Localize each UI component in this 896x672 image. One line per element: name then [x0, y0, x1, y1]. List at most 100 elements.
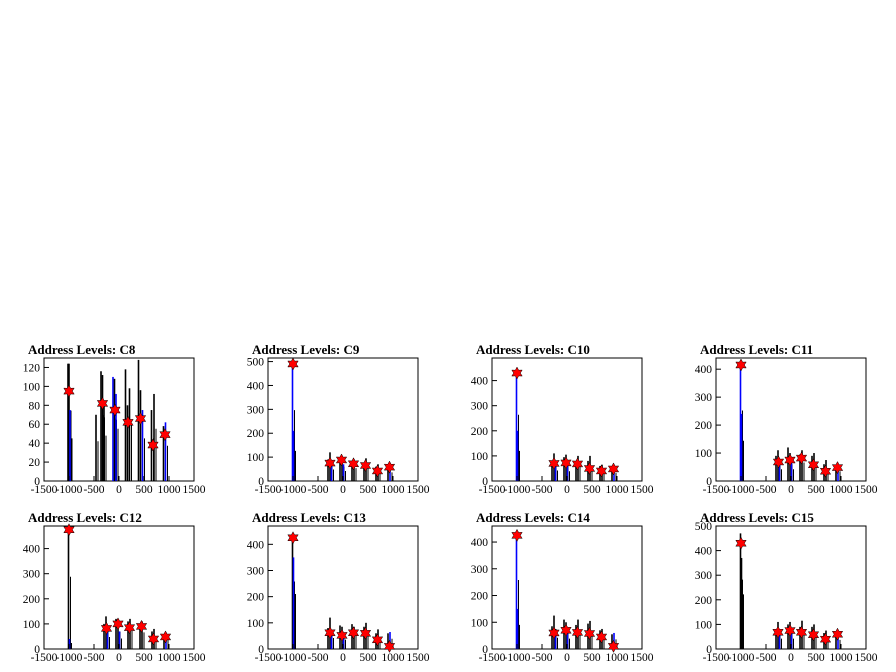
x-tick-label: -500 — [307, 652, 328, 664]
x-tick-label: 1500 — [183, 652, 206, 664]
chart-panel: Address Levels: C13 0 100 200 300 400 -1500-10… — [247, 510, 430, 664]
peak-marker — [383, 639, 396, 653]
x-tick-label: -1000 — [504, 652, 531, 664]
peak-marker — [347, 457, 360, 471]
x-tick-label: -1500 — [703, 652, 730, 664]
x-tick-label: 0 — [564, 484, 570, 496]
x-tick-label: 500 — [583, 652, 601, 664]
peak-marker — [147, 632, 160, 646]
y-tick-label: 0 — [34, 644, 40, 656]
peak-marker — [63, 384, 75, 398]
chart-title: Address Levels: C8 — [28, 342, 136, 357]
peak-marker — [347, 626, 360, 640]
plot-frame — [267, 525, 419, 650]
peak-marker — [135, 619, 148, 633]
y-tick-label: 200 — [471, 591, 489, 603]
x-tick-label: -1500 — [31, 484, 58, 496]
x-tick-label: -1000 — [280, 484, 307, 496]
x-tick-label: 500 — [807, 484, 825, 496]
peak-marker — [122, 415, 134, 429]
x-tick-label: 1500 — [631, 652, 654, 664]
x-tick-label: 500 — [359, 484, 377, 496]
y-tick-label: 100 — [247, 452, 265, 464]
y-tick-label: 400 — [247, 380, 265, 392]
x-tick-label: -1500 — [703, 484, 730, 496]
chart-panel: Address Levels: C11 0 100 200 300 400 -1500-10… — [695, 342, 878, 496]
peak-marker — [819, 464, 832, 478]
y-tick-label: 300 — [471, 401, 489, 413]
y-tick-label: 400 — [471, 537, 489, 549]
x-tick-label: -1500 — [255, 652, 282, 664]
peak-marker — [359, 626, 372, 640]
y-tick-label: 40 — [29, 438, 41, 450]
peak-marker — [595, 630, 608, 644]
y-tick-label: 120 — [23, 362, 41, 374]
y-tick-label: 60 — [29, 419, 41, 431]
y-tick-label: 300 — [23, 569, 41, 581]
peak-marker — [383, 460, 396, 474]
y-tick-label: 100 — [247, 618, 265, 630]
peak-marker — [583, 461, 596, 475]
plot-frame — [43, 357, 195, 482]
plot-frame — [43, 525, 195, 650]
y-tick-label: 0 — [482, 644, 488, 656]
y-tick-label: 400 — [471, 376, 489, 388]
x-tick-label: 500 — [135, 484, 153, 496]
x-tick-label: 1000 — [830, 652, 853, 664]
x-tick-label: 1500 — [855, 484, 878, 496]
x-tick-label: 1500 — [183, 484, 206, 496]
peak-marker — [784, 624, 796, 638]
peak-marker — [735, 536, 747, 550]
x-tick-label: 1000 — [606, 484, 629, 496]
x-tick-label: -500 — [755, 484, 776, 496]
x-tick-label: 500 — [359, 652, 377, 664]
chart-title: Address Levels: C12 — [28, 510, 142, 525]
peak-marker — [336, 628, 348, 642]
chart-panel: Address Levels: C14 0 100 200 300 400 -1500-10… — [471, 510, 654, 664]
chart-panel: Address Levels: C12 0 100 200 300 400 -1500-10… — [23, 510, 206, 664]
y-tick-label: 300 — [695, 570, 713, 582]
x-tick-label: -1000 — [56, 652, 83, 664]
x-tick-label: -1500 — [31, 652, 58, 664]
peak-marker — [159, 428, 171, 442]
peak-marker — [134, 412, 147, 426]
x-tick-label: 1000 — [830, 484, 853, 496]
y-tick-label: 500 — [695, 521, 713, 533]
y-tick-label: 100 — [23, 381, 41, 393]
chart-title: Address Levels: C13 — [252, 510, 366, 525]
x-tick-label: -1000 — [504, 484, 531, 496]
peak-marker — [784, 453, 796, 467]
peak-marker — [359, 458, 372, 473]
y-tick-label: 500 — [247, 357, 265, 369]
peak-marker — [371, 633, 384, 647]
peak-marker — [772, 455, 785, 469]
peak-marker — [112, 617, 124, 631]
x-tick-label: 500 — [135, 652, 153, 664]
y-tick-label: 400 — [695, 546, 713, 558]
x-tick-label: 0 — [116, 652, 122, 664]
peak-marker — [795, 451, 808, 465]
peak-marker — [511, 366, 523, 380]
y-tick-label: 0 — [258, 476, 264, 488]
peak-marker — [63, 523, 75, 537]
x-tick-label: -500 — [531, 484, 552, 496]
chart-panel: Address Levels: C10 0 100 200 300 400 -1500-10… — [471, 342, 654, 496]
peak-marker — [96, 396, 109, 410]
peak-marker — [583, 626, 596, 641]
x-tick-label: 1000 — [158, 652, 181, 664]
y-tick-label: 400 — [695, 364, 713, 376]
peak-marker — [571, 625, 584, 639]
y-tick-label: 0 — [706, 644, 712, 656]
y-tick-label: 300 — [247, 404, 265, 416]
x-tick-label: 1000 — [606, 652, 629, 664]
chart-title: Address Levels: C11 — [700, 342, 813, 357]
peak-marker — [607, 462, 620, 476]
x-tick-label: 1500 — [855, 652, 878, 664]
x-tick-label: 0 — [564, 652, 570, 664]
x-tick-label: -1500 — [255, 484, 282, 496]
x-tick-label: 1000 — [158, 484, 181, 496]
y-tick-label: 80 — [29, 400, 41, 412]
x-tick-label: -1000 — [728, 652, 755, 664]
y-tick-label: 0 — [482, 476, 488, 488]
peak-marker — [571, 457, 584, 471]
